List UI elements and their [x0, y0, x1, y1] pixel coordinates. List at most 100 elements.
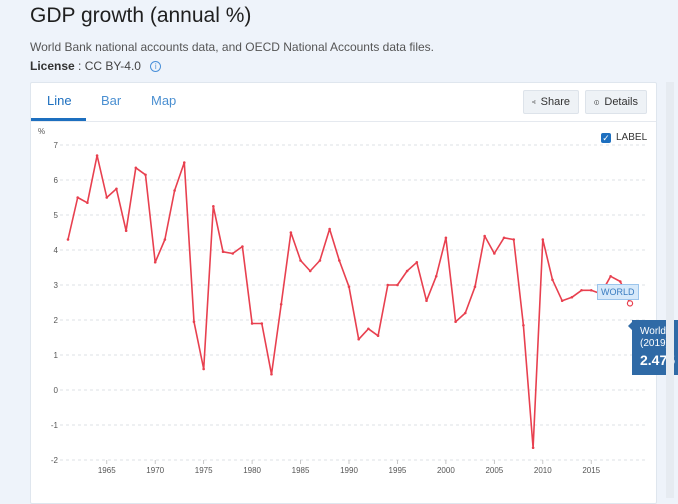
data-point [386, 283, 390, 287]
tooltip-arrow [628, 320, 634, 332]
y-tick-label: 0 [54, 386, 59, 395]
share-button[interactable]: Share [523, 90, 579, 114]
label-toggle[interactable]: ✓ LABEL [601, 132, 647, 143]
data-point [434, 274, 438, 278]
data-point [86, 201, 89, 205]
data-point [541, 238, 545, 241]
data-point [522, 323, 525, 327]
y-axis-label: % [38, 127, 45, 136]
data-point [328, 227, 331, 231]
x-tick-label: 2010 [534, 466, 552, 475]
data-point [626, 300, 634, 307]
data-point [144, 173, 147, 177]
x-tick-label: 2005 [485, 466, 503, 475]
data-point [299, 259, 302, 262]
y-tick-label: 4 [54, 246, 59, 255]
data-point [231, 252, 235, 255]
y-tick-label: 2 [54, 316, 59, 325]
details-button[interactable]: Details [585, 90, 647, 114]
data-point [396, 283, 399, 287]
data-point [153, 260, 157, 264]
x-tick-label: 1990 [340, 466, 358, 475]
x-tick-label: 1985 [292, 466, 310, 475]
x-tick-label: 2000 [437, 466, 455, 475]
data-point [66, 238, 70, 241]
data-point [405, 269, 409, 273]
data-point [260, 322, 264, 325]
data-point [192, 320, 196, 324]
tab-line[interactable]: Line [47, 93, 72, 108]
data-point [483, 234, 486, 238]
data-point [619, 280, 622, 283]
x-tick-label: 1980 [243, 466, 261, 475]
data-point [376, 334, 380, 338]
x-tick-label: 1965 [98, 466, 116, 475]
tab-bar[interactable]: Bar [101, 93, 122, 108]
data-point [347, 285, 351, 289]
data-point [289, 231, 293, 234]
series-label: WORLD [597, 284, 639, 300]
data-point [241, 245, 244, 248]
source-note: World Bank national accounts data, and O… [30, 40, 435, 54]
y-tick-label: 1 [54, 351, 59, 360]
x-tick-label: 1970 [146, 466, 164, 475]
data-point [250, 322, 254, 325]
tab-map[interactable]: Map [151, 93, 177, 108]
data-point [560, 299, 564, 303]
data-point [589, 288, 593, 292]
data-point [551, 278, 554, 282]
y-tick-label: 3 [54, 281, 59, 290]
label-checkbox[interactable]: ✓ [601, 132, 611, 143]
data-point [212, 204, 215, 208]
data-point [95, 154, 99, 157]
data-point [163, 238, 167, 241]
data-point [493, 252, 496, 255]
tooltip-year: (2019) [640, 338, 669, 349]
data-point [367, 327, 370, 331]
chart-card: Line Bar Map Share Details ✓ LABEL [30, 82, 657, 504]
info-circle-icon [594, 99, 600, 105]
license-label: License [30, 59, 75, 73]
data-point [270, 372, 273, 376]
data-point [182, 161, 186, 164]
share-icon [532, 100, 536, 104]
x-tick-label: 1975 [195, 466, 213, 475]
tabs-divider [31, 121, 656, 122]
data-point [76, 196, 79, 199]
data-point [415, 260, 419, 264]
y-tick-label: 7 [54, 141, 59, 150]
details-label: Details [604, 96, 638, 108]
data-point [318, 259, 322, 262]
data-point [124, 229, 128, 233]
info-icon[interactable]: i [150, 61, 162, 72]
data-point [531, 446, 535, 450]
page-title: GDP growth (annual %) [30, 4, 252, 27]
tooltip-country: World [640, 326, 666, 337]
data-point [308, 269, 312, 273]
share-label: Share [540, 96, 570, 108]
y-tick-label: -1 [51, 421, 59, 430]
y-tick-label: 6 [54, 176, 59, 185]
data-point [570, 295, 574, 299]
x-tick-label: 1995 [389, 466, 407, 475]
data-point [454, 320, 457, 324]
data-point [105, 196, 109, 199]
data-point [134, 166, 138, 170]
data-point [512, 238, 516, 241]
data-point [357, 337, 360, 341]
data-point [202, 367, 205, 371]
y-tick-label: -2 [51, 456, 59, 465]
y-tick-label: 5 [54, 211, 59, 220]
data-point [221, 250, 225, 254]
x-tick-label: 2015 [582, 466, 600, 475]
scrollbar[interactable] [666, 82, 674, 498]
data-point [609, 274, 612, 278]
data-point [338, 259, 341, 262]
data-point [502, 236, 506, 240]
data-point [463, 311, 467, 315]
data-point [425, 299, 428, 303]
data-point [173, 189, 176, 192]
data-point [115, 187, 118, 191]
series-line-world [67, 154, 631, 449]
